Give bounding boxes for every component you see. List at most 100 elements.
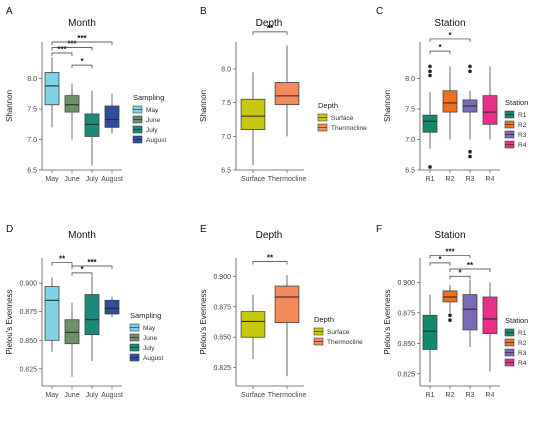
y-tick-label: 0.875 xyxy=(19,309,37,316)
significance-label: *** xyxy=(77,34,87,43)
y-axis-label: Shannon xyxy=(199,90,208,122)
y-tick-label: 7.0 xyxy=(27,137,37,144)
legend-label: June xyxy=(143,335,157,342)
panel-title: Month xyxy=(68,230,96,241)
significance-bracket: * xyxy=(429,255,451,266)
y-tick-label: 8.0 xyxy=(405,76,415,83)
box-june xyxy=(64,302,80,377)
y-axis-label: Pielou's Evenness xyxy=(199,289,208,354)
significance-bracket: * xyxy=(71,265,93,276)
box-r4 xyxy=(482,66,498,140)
y-axis-label: Pielou's Evenness xyxy=(5,289,14,354)
box-iqr xyxy=(240,98,266,130)
significance-label: *** xyxy=(57,45,67,54)
significance-bracket: * xyxy=(429,31,471,42)
significance-label: *** xyxy=(67,39,77,48)
box-iqr xyxy=(482,95,498,125)
box-iqr xyxy=(84,294,100,335)
bracket-line xyxy=(51,52,73,56)
outlier-point xyxy=(468,154,472,159)
y-axis-label: Shannon xyxy=(5,90,14,122)
box-thermocline xyxy=(274,275,300,377)
box-iqr xyxy=(104,299,120,315)
legend-label: May xyxy=(146,107,159,114)
bracket-line xyxy=(71,265,113,269)
legend-label: Surface xyxy=(327,329,350,336)
x-tick-label: May xyxy=(45,176,59,183)
significance-bracket: * xyxy=(71,57,93,69)
y-tick-label: 7.5 xyxy=(221,100,231,107)
x-tick-label: R4 xyxy=(486,176,495,183)
panel-title: Month xyxy=(68,18,96,29)
bracket-line xyxy=(429,255,471,259)
panel-e: E Depth 0.825 0.850 0.875 0.900 Pielou's Evenn… xyxy=(199,224,363,399)
box-iqr xyxy=(274,82,300,106)
x-tick-label: Surface xyxy=(241,392,265,399)
legend-label: May xyxy=(143,325,156,332)
box-may xyxy=(44,57,60,128)
bracket-line xyxy=(449,268,491,272)
outlier-point xyxy=(428,69,432,74)
significance-bracket: *** xyxy=(51,45,73,56)
significance-label: * xyxy=(438,255,442,264)
legend-label: R1 xyxy=(518,112,527,119)
y-tick-label: 7.5 xyxy=(405,107,415,114)
y-tick-label: 6.5 xyxy=(27,168,37,175)
x-tick-label: June xyxy=(64,392,79,399)
y-tick-label: 0.825 xyxy=(397,371,415,378)
x-tick-label: June xyxy=(64,176,79,183)
legend-label: R4 xyxy=(518,360,527,367)
significance-label: *** xyxy=(87,258,97,267)
box-r1 xyxy=(422,64,438,169)
y-tick-label: 7.5 xyxy=(27,107,37,114)
y-tick-label: 8.0 xyxy=(27,76,37,83)
significance-bracket: *** xyxy=(51,39,93,51)
significance-label: * xyxy=(438,43,442,52)
bracket-line xyxy=(449,275,471,280)
significance-bracket: * xyxy=(429,43,451,55)
x-tick-label: May xyxy=(45,392,59,399)
legend-title: Depth xyxy=(318,101,338,110)
legend-label: Thermocline xyxy=(331,125,367,132)
legend-label: R4 xyxy=(518,142,527,149)
significance-label: ** xyxy=(467,261,474,270)
panel-letter: E xyxy=(200,224,207,235)
box-iqr xyxy=(64,319,80,345)
significance-label: * xyxy=(448,31,452,40)
y-tick-label: 0.875 xyxy=(397,310,415,317)
box-iqr xyxy=(422,314,438,350)
box-june xyxy=(64,83,80,140)
bracket-line xyxy=(51,41,113,45)
box-surface xyxy=(240,294,266,360)
y-tick-label: 0.825 xyxy=(19,366,37,373)
bracket-line xyxy=(252,261,288,265)
panel-c: C Station 6.5 7.0 7.5 8.0 Shannon R1 R2 R3 R4 * * Sta… xyxy=(376,6,528,183)
legend-label: R2 xyxy=(518,340,527,347)
x-tick-label: July xyxy=(86,176,99,183)
outlier-point xyxy=(468,149,472,154)
box-august xyxy=(104,296,120,318)
x-tick-label: R2 xyxy=(446,176,455,183)
bracket-line xyxy=(51,262,73,266)
bracket-line xyxy=(51,47,93,51)
y-tick-label: 0.900 xyxy=(397,280,415,287)
panel-title: Station xyxy=(434,230,465,241)
legend-label: August xyxy=(143,355,163,362)
y-axis-label: Shannon xyxy=(383,90,392,122)
y-tick-label: 0.825 xyxy=(213,365,231,372)
panel-d: D Month 0.825 0.850 0.875 0.900 Pielou's Evenn… xyxy=(5,224,163,399)
box-surface xyxy=(240,72,266,166)
outlier-point xyxy=(468,69,472,74)
x-tick-label: Surface xyxy=(241,176,265,183)
x-tick-label: R3 xyxy=(466,176,475,183)
panel-title: Station xyxy=(434,18,465,29)
box-iqr xyxy=(104,105,120,128)
legend-label: R1 xyxy=(518,330,527,337)
legend-label: June xyxy=(146,117,160,124)
bracket-line xyxy=(252,31,288,35)
box-iqr xyxy=(422,114,438,133)
outlier-point xyxy=(448,313,452,318)
